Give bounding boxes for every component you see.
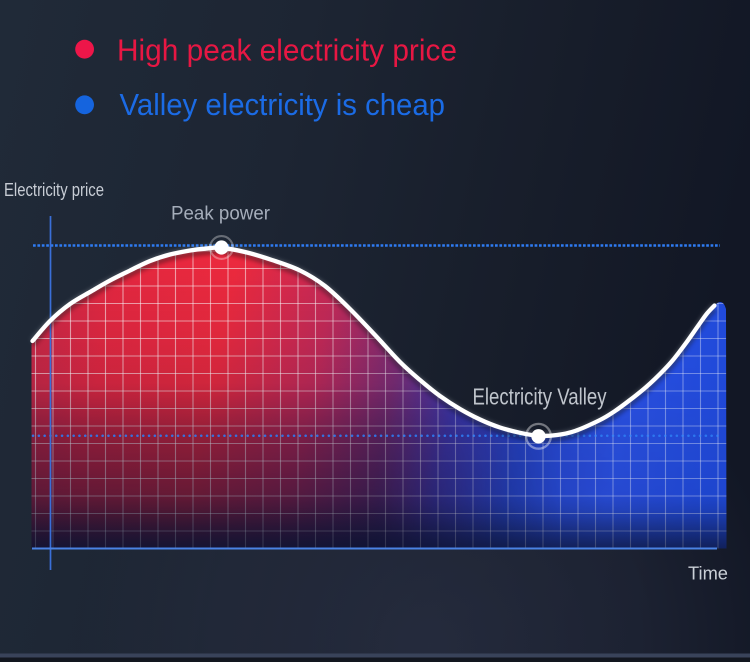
svg-text:Electricity price: Electricity price	[4, 180, 104, 200]
svg-text:Valley electricity is cheap: Valley electricity is cheap	[120, 87, 446, 122]
svg-text:High peak electricity price: High peak electricity price	[117, 33, 457, 68]
svg-text:Time: Time	[688, 564, 728, 584]
svg-text:Electricity Valley: Electricity Valley	[473, 384, 607, 410]
svg-text:Peak power: Peak power	[171, 204, 271, 225]
